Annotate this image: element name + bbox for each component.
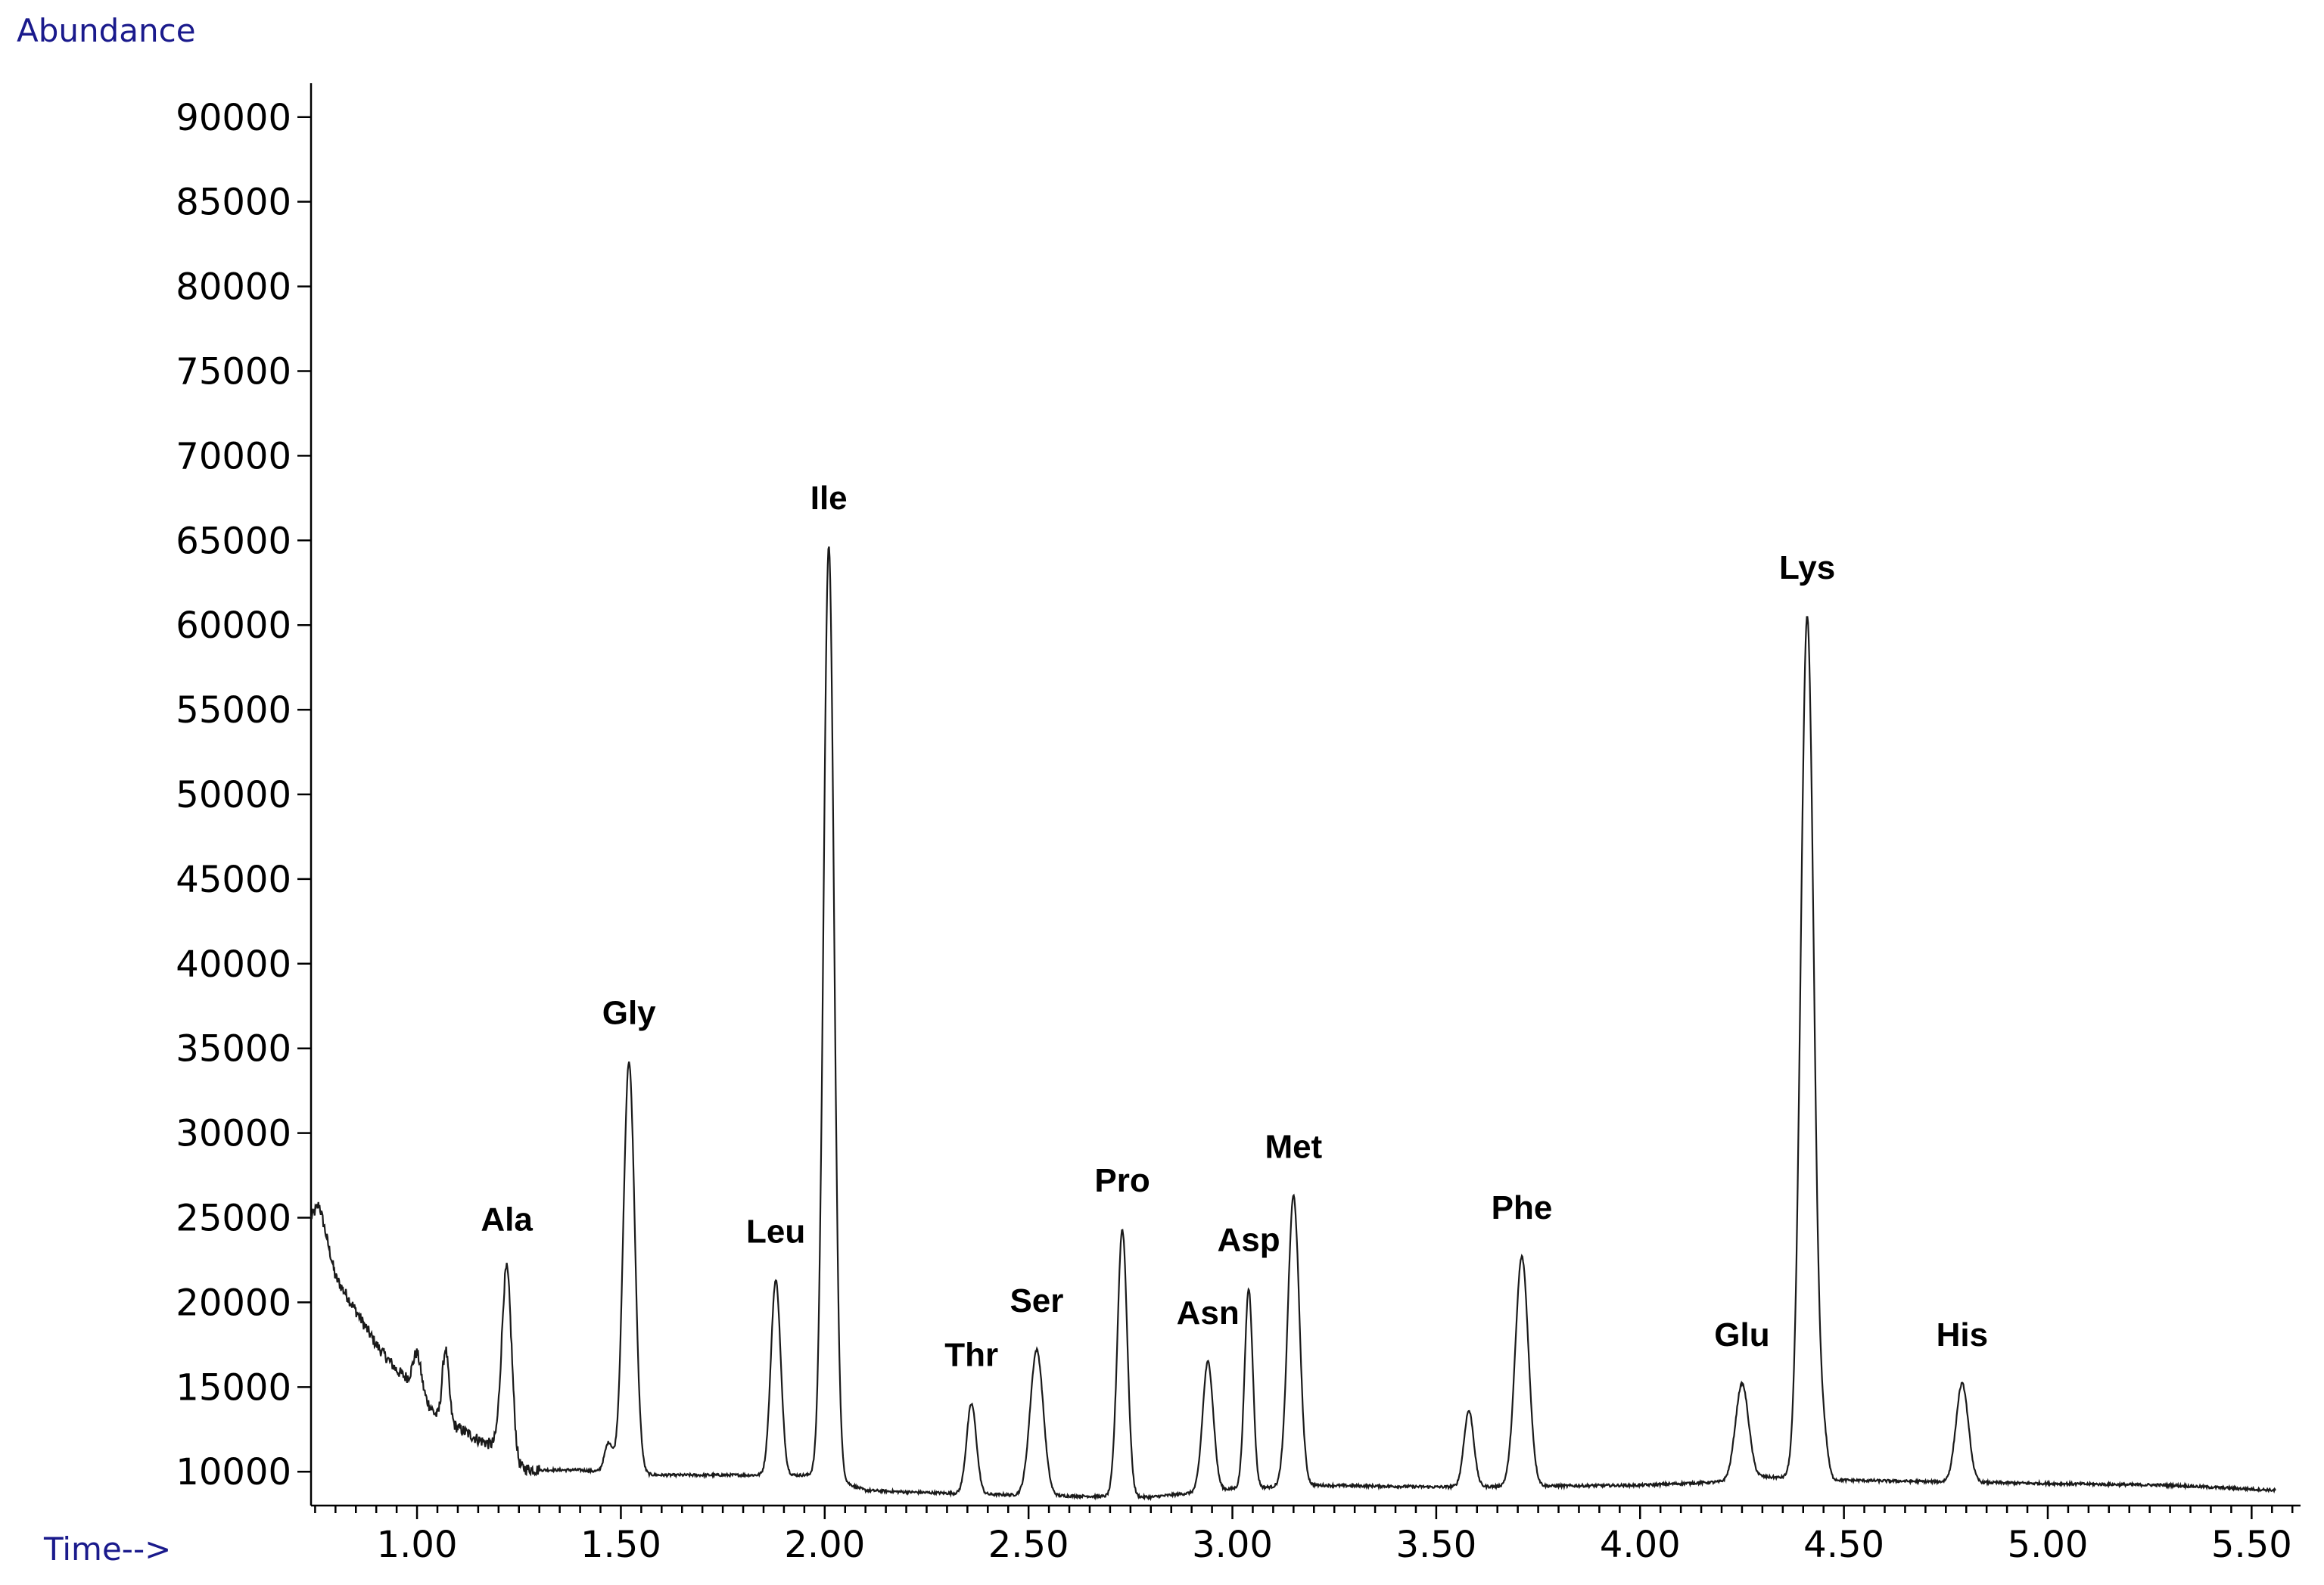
y-tick-label: 50000: [176, 774, 291, 816]
peak-label-his: His: [1937, 1316, 1988, 1353]
y-tick-label: 25000: [176, 1198, 291, 1240]
peak-label-met: Met: [1265, 1128, 1322, 1165]
y-tick-label: 20000: [176, 1282, 291, 1324]
x-tick-label: 2.50: [988, 1524, 1069, 1566]
peak-label-pro: Pro: [1094, 1162, 1150, 1199]
peak-label-ile: Ile: [810, 480, 848, 517]
y-tick-label: 10000: [176, 1451, 291, 1493]
peak-label-glu: Glu: [1714, 1316, 1769, 1353]
y-axis-ticks: 10000 15000 20000 25000 30000 35000 40000 45000…: [176, 97, 311, 1493]
peak-label-phe: Phe: [1492, 1189, 1553, 1226]
y-tick-label: 90000: [176, 97, 291, 139]
x-tick-label: 5.50: [2211, 1524, 2292, 1566]
y-tick-label: 60000: [176, 604, 291, 647]
y-tick-label: 30000: [176, 1113, 291, 1155]
peak-label-asn: Asn: [1177, 1294, 1240, 1332]
x-tick-label: 1.50: [580, 1524, 661, 1566]
x-tick-label: 5.00: [2008, 1524, 2089, 1566]
y-tick-label: 40000: [176, 943, 291, 986]
x-axis-ticks: 1.00 1.50 2.00 2.50 3.00 3.50 4.00 4.50 5.00 5.50: [314, 1506, 2294, 1566]
y-tick-label: 45000: [176, 859, 291, 901]
peak-label-asp: Asp: [1218, 1222, 1280, 1259]
x-axis-title: Time-->: [43, 1531, 171, 1568]
peak-label-leu: Leu: [746, 1213, 805, 1250]
x-tick-label: 4.50: [1803, 1524, 1884, 1566]
y-axis-title: Abundance: [17, 12, 196, 49]
x-tick-label: 3.00: [1192, 1524, 1273, 1566]
peak-label-lys: Lys: [1779, 549, 1835, 586]
peak-label-gly: Gly: [602, 995, 656, 1032]
peak-label-thr: Thr: [944, 1337, 998, 1374]
peak-labels: Ala Gly Leu Ile Thr Ser Pro Asn Asp Met Phe Glu Lys H…: [481, 480, 1988, 1373]
y-tick-label: 35000: [176, 1028, 291, 1071]
y-tick-label: 70000: [176, 435, 291, 477]
y-tick-label: 80000: [176, 266, 291, 309]
y-tick-label: 55000: [176, 689, 291, 732]
peak-label-ala: Ala: [481, 1201, 533, 1238]
peak-label-ser: Ser: [1010, 1282, 1063, 1319]
x-tick-label: 2.00: [784, 1524, 865, 1566]
x-tick-label: 3.50: [1395, 1524, 1476, 1566]
y-tick-label: 85000: [176, 182, 291, 224]
x-tick-label: 1.00: [377, 1524, 458, 1566]
y-tick-label: 65000: [176, 520, 291, 562]
x-tick-label: 4.00: [1600, 1524, 1681, 1566]
y-tick-label: 15000: [176, 1366, 291, 1409]
y-tick-label: 75000: [176, 350, 291, 393]
chromatogram-trace: [310, 546, 2276, 1502]
